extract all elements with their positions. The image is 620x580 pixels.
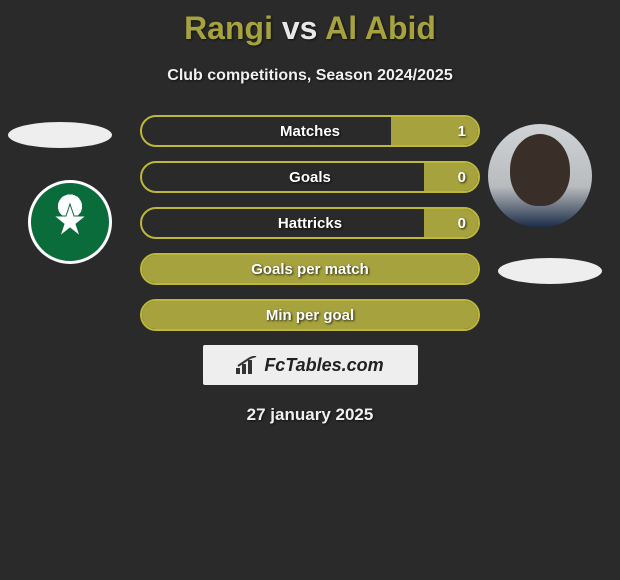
stat-bar: Hattricks0	[140, 207, 480, 239]
fctables-logo: FcTables.com	[203, 345, 418, 385]
stat-value-right: 0	[458, 209, 466, 237]
vs-text: vs	[282, 10, 318, 46]
player-photo	[488, 124, 592, 228]
stat-bar: Goals0	[140, 161, 480, 193]
stat-label: Goals	[142, 163, 478, 191]
stat-label: Min per goal	[142, 301, 478, 329]
player2-name: Al Abid	[325, 10, 436, 46]
stat-label: Matches	[142, 117, 478, 145]
decorative-oval-left	[8, 122, 112, 148]
stat-bar: Matches1	[140, 115, 480, 147]
player1-name: Rangi	[184, 10, 273, 46]
chart-icon	[236, 356, 258, 374]
stat-value-right: 1	[458, 117, 466, 145]
stat-label: Hattricks	[142, 209, 478, 237]
stat-bar: Min per goal	[140, 299, 480, 331]
logo-text: FcTables.com	[264, 355, 383, 376]
date-text: 27 january 2025	[0, 405, 620, 425]
stat-value-right: 0	[458, 163, 466, 191]
stat-label: Goals per match	[142, 255, 478, 283]
subtitle: Club competitions, Season 2024/2025	[0, 67, 620, 85]
stat-bar: Goals per match	[140, 253, 480, 285]
decorative-oval-right	[498, 258, 602, 284]
stats-panel: Matches1Goals0Hattricks0Goals per matchM…	[140, 115, 480, 331]
page-title: Rangi vs Al Abid	[0, 0, 620, 47]
club-badge	[28, 180, 112, 264]
